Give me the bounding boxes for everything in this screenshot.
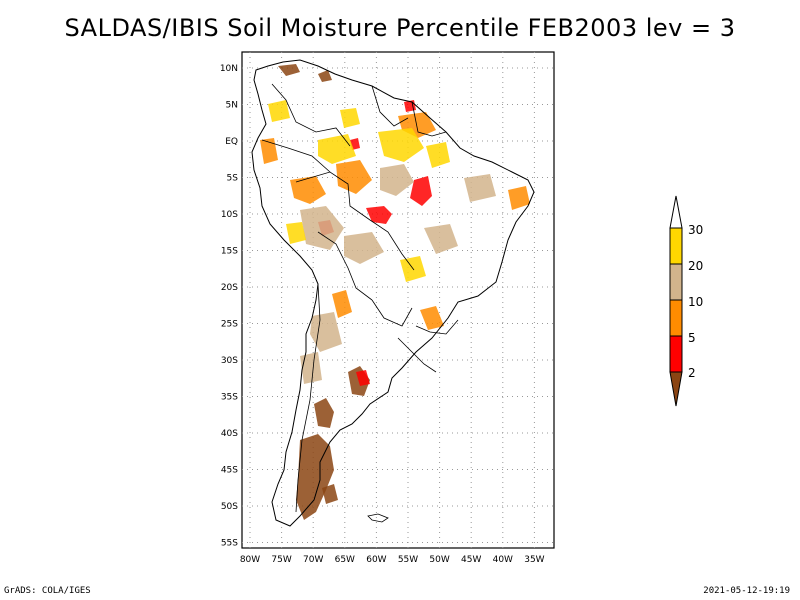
lon-tick-label: 40W bbox=[493, 555, 513, 565]
percentile-patch bbox=[278, 64, 300, 76]
lat-tick-label: 35S bbox=[221, 393, 238, 403]
continent-outline bbox=[251, 59, 535, 527]
lat-tick-label: EQ bbox=[225, 137, 238, 147]
lat-tick-label: 40S bbox=[221, 429, 238, 439]
footer-timestamp: 2021-05-12-19:19 bbox=[703, 586, 790, 596]
lon-tick-label: 35W bbox=[524, 555, 544, 565]
lat-tick-label: 10S bbox=[221, 210, 238, 220]
percentile-patch bbox=[300, 206, 344, 250]
colorbar-segment-5-10 bbox=[669, 299, 683, 337]
percentile-patch bbox=[424, 224, 458, 254]
grid-lines bbox=[242, 52, 554, 548]
lon-tick-label: 75W bbox=[271, 555, 291, 565]
lat-tick-label: 55S bbox=[221, 539, 238, 549]
percentile-patch bbox=[340, 108, 360, 128]
percentile-patch bbox=[310, 312, 342, 352]
colorbar-legend: 30 20 10 5 2 bbox=[669, 195, 703, 407]
border-colombia-venezuela bbox=[271, 83, 351, 147]
percentile-patch bbox=[332, 290, 352, 318]
border-peru-bolivia bbox=[317, 231, 373, 301]
percentile-patch bbox=[410, 176, 432, 206]
footer-credit: GrADS: COLA/IGES bbox=[4, 586, 91, 596]
lat-tick-label: 25S bbox=[221, 320, 238, 330]
border-venezuela-guyana bbox=[371, 85, 409, 127]
percentile-patch bbox=[260, 138, 278, 164]
colorbar-label-30: 30 bbox=[688, 223, 703, 237]
border-brazil-uruguay bbox=[415, 319, 459, 335]
lat-tick-label: 10N bbox=[220, 64, 238, 74]
percentile-patch bbox=[300, 352, 322, 384]
border-brazil-west bbox=[295, 171, 415, 271]
falkland-islands bbox=[367, 513, 389, 523]
border-chile-argentina bbox=[295, 283, 321, 513]
percentile-patch bbox=[508, 186, 530, 210]
plot-frame bbox=[241, 51, 555, 549]
colorbar-arrow-top bbox=[669, 195, 683, 229]
percentile-patch bbox=[366, 206, 392, 224]
lon-tick-label: 50W bbox=[429, 555, 449, 565]
lat-tick-label: 5N bbox=[226, 101, 238, 111]
lon-tick-label: 70W bbox=[303, 555, 323, 565]
colorbar-label-10: 10 bbox=[688, 295, 703, 309]
border-colombia-peru bbox=[261, 139, 331, 173]
lat-tick-label: 50S bbox=[221, 502, 238, 512]
percentile-patch bbox=[290, 176, 326, 204]
percentile-patch bbox=[380, 164, 414, 196]
lat-tick-label: 30S bbox=[221, 356, 238, 366]
border-guianas bbox=[411, 101, 447, 137]
colorbar-label-5: 5 bbox=[688, 331, 696, 345]
lon-tick-label: 55W bbox=[398, 555, 418, 565]
lon-tick-label: 45W bbox=[461, 555, 481, 565]
percentile-patch bbox=[344, 232, 384, 264]
percentile-patch bbox=[420, 306, 444, 330]
colorbar-arrow-bottom bbox=[669, 371, 683, 407]
percentile-patch bbox=[322, 484, 338, 504]
lon-tick-label: 80W bbox=[240, 555, 260, 565]
map-title: SALDAS/IBIS Soil Moisture Percentile FEB… bbox=[64, 14, 736, 42]
percentile-shading bbox=[260, 64, 530, 520]
lat-tick-label: 15S bbox=[221, 247, 238, 257]
border-argentina-uruguay bbox=[397, 337, 437, 373]
colorbar-segment-2-5 bbox=[669, 335, 683, 373]
percentile-patch bbox=[314, 398, 334, 428]
percentile-patch bbox=[318, 134, 356, 164]
country-borders bbox=[261, 83, 459, 513]
percentile-patch bbox=[318, 70, 332, 82]
axis-labels: 80W 75W 70W 65W 60W 55W 50W 45W 40W 35W 10N 5N EQ 5S 1… bbox=[220, 64, 545, 565]
percentile-patch bbox=[356, 370, 370, 386]
lat-tick-label: 20S bbox=[221, 283, 238, 293]
colorbar-segment-10-20 bbox=[669, 263, 683, 301]
percentile-patch bbox=[426, 142, 450, 168]
percentile-patch bbox=[336, 160, 372, 194]
lat-tick-label: 45S bbox=[221, 466, 238, 476]
lat-tick-label: 5S bbox=[227, 174, 239, 184]
percentile-patch bbox=[464, 174, 496, 202]
border-bolivia-paraguay bbox=[371, 299, 413, 327]
colorbar-label-20: 20 bbox=[688, 259, 703, 273]
colorbar-segment-20-30 bbox=[669, 227, 683, 265]
colorbar-label-2: 2 bbox=[688, 366, 696, 380]
lon-tick-label: 65W bbox=[335, 555, 355, 565]
percentile-patch bbox=[378, 128, 424, 162]
percentile-patch bbox=[268, 100, 290, 122]
percentile-patch bbox=[296, 434, 334, 520]
percentile-patch bbox=[286, 222, 306, 244]
lon-tick-label: 60W bbox=[366, 555, 386, 565]
